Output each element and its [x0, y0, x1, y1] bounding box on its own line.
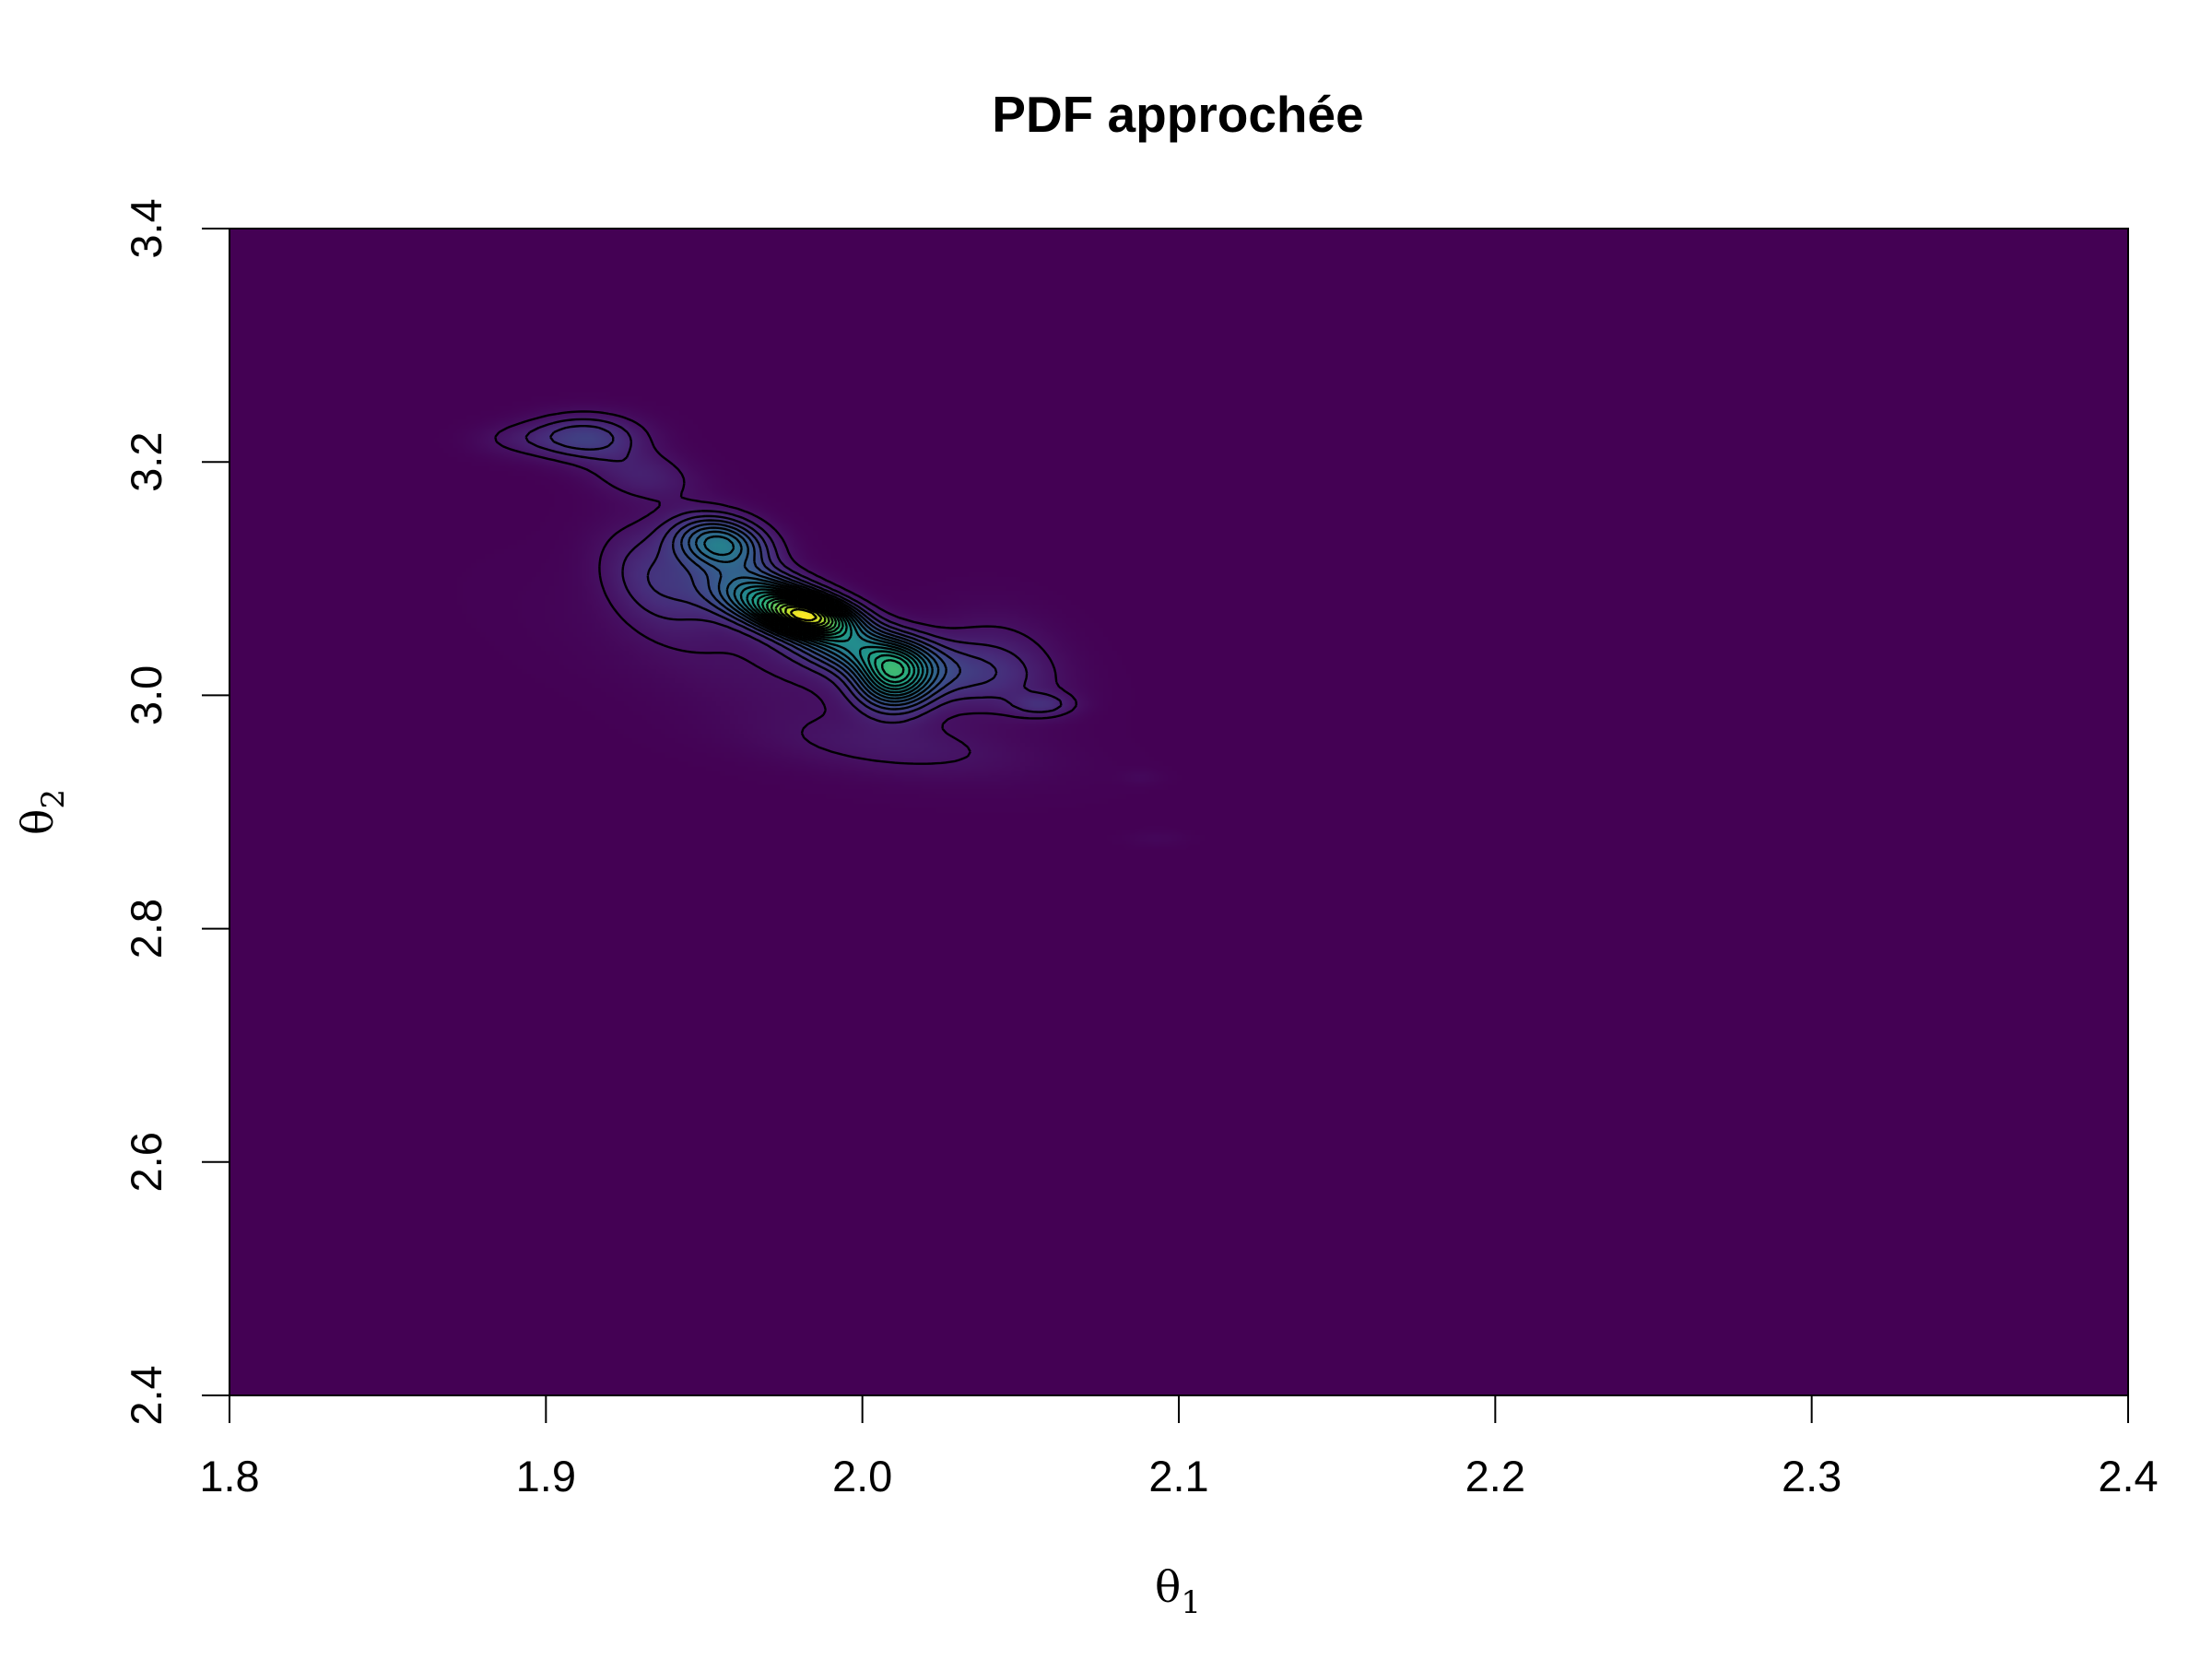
y-axis-label-symbol: θ	[13, 809, 64, 835]
x-tick-label: 2.1	[1148, 1452, 1208, 1500]
x-tick-label: 2.2	[1465, 1452, 1525, 1500]
contour-line	[494, 410, 1077, 765]
contour-line	[702, 535, 929, 697]
contour-line	[789, 607, 818, 622]
contour-line	[739, 585, 924, 694]
contour-line	[680, 523, 947, 707]
contour-line	[756, 593, 911, 684]
y-axis-label: θ2	[13, 789, 72, 835]
contour-line	[751, 591, 916, 688]
contour-line	[779, 603, 827, 627]
x-tick-label: 2.4	[2098, 1452, 2158, 1500]
x-tick-label: 1.8	[199, 1452, 259, 1500]
contour-line	[770, 599, 834, 630]
x-axis-label-subscript: 1	[1181, 1584, 1201, 1621]
contour-line	[524, 418, 1063, 724]
y-tick-label: 2.6	[122, 1132, 171, 1192]
contour-line	[760, 595, 905, 679]
contour-line	[694, 530, 934, 700]
y-tick-label: 3.4	[122, 198, 171, 258]
density-heatmap	[229, 229, 2128, 1395]
y-axis: 2.4 2.6 2.8 3.0 3.2 3.4	[122, 198, 230, 1426]
x-tick-label: 2.0	[832, 1452, 892, 1500]
x-axis: 1.8 1.9 2.0 2.1 2.2 2.3 2.4	[199, 1394, 2159, 1500]
contour-line	[549, 425, 998, 716]
contour-line	[766, 597, 838, 632]
x-tick-label: 2.3	[1782, 1452, 1841, 1500]
contour-line	[671, 519, 961, 711]
contour-line	[774, 601, 830, 629]
y-tick-label: 2.8	[122, 899, 171, 959]
chart-title: PDF approchée	[992, 86, 1363, 143]
contour-line	[688, 526, 940, 703]
x-axis-label-symbol: θ	[1155, 1562, 1181, 1613]
y-axis-label-subscript: 2	[35, 789, 72, 809]
contour-lines	[494, 410, 1077, 765]
y-tick-label: 3.0	[122, 665, 171, 725]
x-axis-label: θ1	[1155, 1562, 1201, 1621]
contour-line	[784, 606, 823, 625]
x-tick-label: 1.9	[516, 1452, 576, 1500]
y-tick-label: 3.2	[122, 432, 171, 492]
y-tick-label: 2.4	[122, 1365, 171, 1425]
contour-line	[746, 588, 920, 690]
